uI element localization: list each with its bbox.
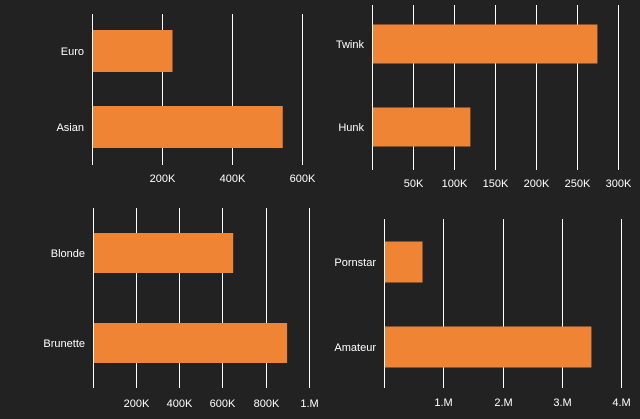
chart-panel-2: 50K 100K 150K 200K 250K 300K Twink Hunk [336, 5, 632, 190]
category-label-euro: Euro [61, 46, 84, 58]
x-tick-label-1-1: 200K [150, 173, 176, 185]
bar-asian [93, 106, 283, 148]
x-tick-label-2-5: 250K [565, 178, 591, 190]
category-label-blonde: Blonde [51, 248, 85, 260]
x-tick-label-2-2: 100K [442, 178, 468, 190]
x-tick-label-1-3: 600K [290, 173, 316, 185]
category-label-pornstar: Pornstar [334, 257, 376, 269]
bar-blonde [94, 233, 234, 273]
chart-panel-4: 1.M 2.M 3.M 4.M Pornstar Amateur [334, 219, 631, 409]
x-tick-label-4-2: 2.M [494, 397, 512, 409]
bar-hunk [373, 107, 471, 147]
category-label-twink: Twink [336, 39, 365, 51]
category-label-asian: Asian [56, 122, 84, 134]
category-label-brunette: Brunette [43, 338, 85, 350]
x-tick-label-1-2: 400K [220, 173, 246, 185]
category-label-hunk: Hunk [338, 122, 364, 134]
bar-euro [93, 30, 173, 72]
x-tick-label-2-4: 200K [524, 178, 550, 190]
x-tick-label-3-3: 600K [210, 398, 236, 410]
bar-pornstar [385, 241, 423, 283]
chart-panel-1: 200K 400K 600K Euro Asian [56, 14, 316, 185]
bar-twink [373, 24, 598, 64]
category-label-amateur: Amateur [334, 342, 376, 354]
x-tick-label-2-6: 300K [606, 178, 632, 190]
x-tick-label-2-3: 150K [483, 178, 509, 190]
x-tick-label-4-1: 1.M [434, 397, 452, 409]
x-tick-label-4-3: 3.M [553, 397, 571, 409]
x-tick-label-3-1: 200K [124, 398, 150, 410]
bar-brunette [94, 323, 288, 363]
x-tick-label-4-4: 4.M [612, 397, 630, 409]
chart-panel-3: 200K 400K 600K 800K 1.M Blonde Brunette [43, 208, 319, 410]
x-tick-label-3-4: 800K [254, 398, 280, 410]
x-tick-label-3-5: 1.M [300, 398, 318, 410]
x-tick-label-3-2: 400K [167, 398, 193, 410]
bar-amateur [385, 326, 592, 368]
x-tick-label-2-1: 50K [404, 178, 424, 190]
